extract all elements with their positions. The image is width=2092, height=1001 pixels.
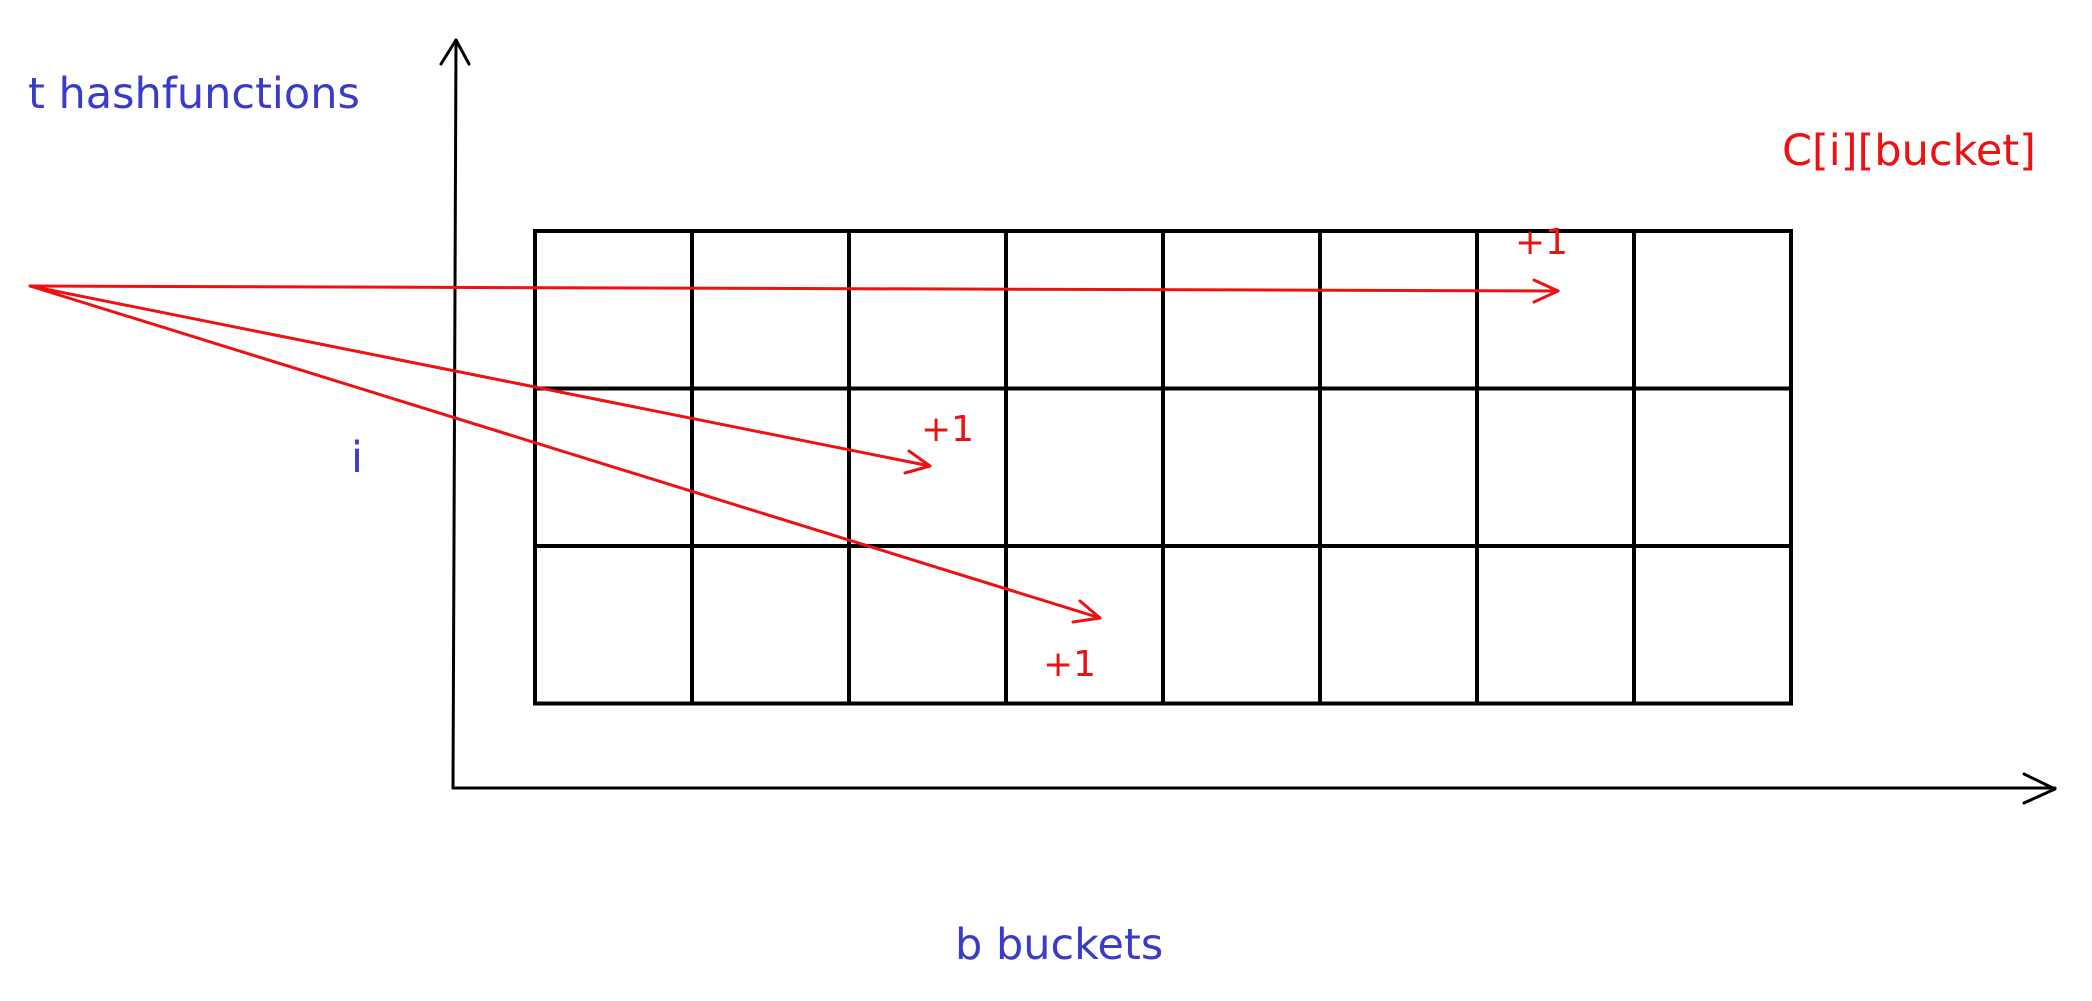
counter-cell-r2-c8 <box>1632 386 1793 548</box>
hash-arrows <box>28 278 1560 624</box>
counter-cell-r1-c6 <box>1318 229 1479 391</box>
row-index-label: i <box>351 433 363 483</box>
y-axis-line <box>451 38 458 790</box>
hash-arrow-1 <box>28 284 1560 293</box>
counter-cell-r1-c8 <box>1632 229 1793 391</box>
counter-cell-r1-c5 <box>1161 229 1322 391</box>
counter-cell-r1-c1 <box>533 229 694 391</box>
y-axis-arrowhead <box>439 38 471 66</box>
y-axis-label: t hashfunctions <box>28 69 360 119</box>
counter-cell-r3-c3 <box>847 544 1008 706</box>
counter-cell-r3-c2 <box>690 544 851 706</box>
increment-label-row1: +1 <box>1515 222 1568 263</box>
hash-arrow-3 <box>28 284 1102 620</box>
hash-arrow-2-head <box>903 449 932 475</box>
counter-grid <box>533 229 1793 706</box>
hash-arrow-3-head <box>1071 599 1102 624</box>
counter-cell-r3-c1 <box>533 544 694 706</box>
increment-label-row3: +1 <box>1043 644 1096 685</box>
axes <box>439 38 2057 805</box>
counter-cell-r3-c7 <box>1475 544 1636 706</box>
counter-cell-r1-c3 <box>847 229 1008 391</box>
hash-arrow-2 <box>28 284 932 468</box>
counter-cell-r3-c6 <box>1318 544 1479 706</box>
counter-cell-r1-c2 <box>690 229 851 391</box>
counter-label: C[i][bucket] <box>1782 126 2036 176</box>
increment-label-row2: +1 <box>921 409 974 450</box>
x-axis-arrowhead <box>2022 772 2057 805</box>
counter-cell-r1-c4 <box>1004 229 1165 391</box>
counter-cell-r3-c8 <box>1632 544 1793 706</box>
counter-cell-r2-c5 <box>1161 386 1322 548</box>
hash-arrow-1-head <box>1532 278 1560 304</box>
counter-cell-r2-c2 <box>690 386 851 548</box>
counter-cell-r2-c6 <box>1318 386 1479 548</box>
counter-cell-r2-c7 <box>1475 386 1636 548</box>
counter-cell-r3-c5 <box>1161 544 1322 706</box>
counter-cell-r2-c4 <box>1004 386 1165 548</box>
x-axis-label: b buckets <box>955 920 1163 970</box>
